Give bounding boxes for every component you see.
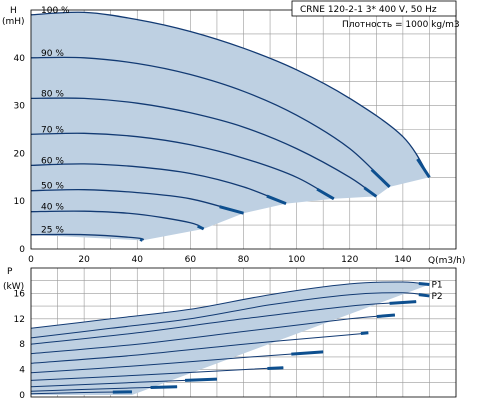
x-tick-label: 60 <box>185 255 197 265</box>
head-curves: 100 % 90 % 80 % 70 % 60 % 50 % 40 % 25 % <box>30 6 431 242</box>
x-tick-label: 120 <box>341 255 358 265</box>
head-curve-60 <box>30 163 287 205</box>
power-curve-p2 <box>30 292 430 339</box>
y-tick-label: 0 <box>19 391 25 400</box>
power-y-axis-unit: (kW) <box>3 282 24 292</box>
flow-x-axis-label: Q(m3/h) <box>428 256 465 266</box>
power-curve-end-marker <box>150 385 178 390</box>
speed-label-50: 50 % <box>41 182 64 192</box>
head-chart: 100 % 90 % 80 % 70 % 60 % 50 % 40 % 25 % 0 20 40 6… <box>2 0 465 266</box>
y-tick-label: 30 <box>14 102 26 112</box>
power-curve <box>30 301 417 345</box>
power-curve <box>30 332 369 364</box>
power-chart-frame <box>30 267 457 398</box>
head-chart-frame <box>30 9 457 250</box>
title-box <box>291 0 457 17</box>
speed-label-60: 60 % <box>41 156 64 166</box>
power-curve <box>30 314 395 355</box>
head-y-axis-label: H <box>10 6 17 16</box>
head-y-axis-unit: (mH) <box>2 17 25 27</box>
y-tick-label: 4 <box>19 366 25 376</box>
power-curve <box>30 351 324 374</box>
y-tick-label: 8 <box>19 340 25 350</box>
head-curve-40 <box>30 210 205 230</box>
x-tick-label: 20 <box>78 255 90 265</box>
power-curve-end-marker <box>291 350 324 356</box>
head-curve-80 <box>30 97 377 197</box>
y-tick-label: 0 <box>19 245 25 255</box>
power-curve-end-marker <box>360 331 369 336</box>
y-tick-label: 16 <box>14 289 26 299</box>
head-curve-70 <box>30 132 335 200</box>
power-curve-end-marker <box>185 377 217 382</box>
density-label: Плотность = 1000 kg/m3 <box>342 20 460 30</box>
speed-label-80: 80 % <box>41 89 64 99</box>
head-curve-end-marker <box>370 168 391 188</box>
y-tick-label: 10 <box>14 197 26 207</box>
power-series-label-p2: P2 <box>431 292 442 302</box>
head-curve-50 <box>30 188 244 214</box>
head-curve-end-marker <box>363 186 378 198</box>
head-curve-end-marker <box>139 237 144 242</box>
head-curve-90 <box>30 56 391 188</box>
power-series-label-p1: P1 <box>431 281 442 291</box>
x-tick-label: 100 <box>288 255 305 265</box>
head-curve-end-marker <box>219 205 244 215</box>
head-curve-end-marker <box>416 158 431 179</box>
power-curve <box>30 367 284 381</box>
y-tick-label: 20 <box>14 149 26 159</box>
speed-label-25: 25 % <box>41 226 64 236</box>
power-curve-end-marker <box>267 366 284 370</box>
head-curve-25 <box>30 233 144 242</box>
y-tick-label: 12 <box>14 315 25 325</box>
head-curve-end-marker <box>316 187 335 201</box>
x-tick-label: 40 <box>132 255 144 265</box>
power-curve-end-marker <box>418 293 430 298</box>
speed-label-70: 70 % <box>41 125 64 135</box>
power-y-axis-label: P <box>7 267 13 277</box>
x-tick-label: 0 <box>28 255 34 265</box>
speed-label-100: 100 % <box>41 6 70 16</box>
head-curve-100 <box>30 11 430 178</box>
head-axis-ticks: 0 20 40 60 80 100 120 140 0 10 20 30 40 <box>14 54 412 265</box>
chart-title: CRNE 120-2-1 3* 400 V, 50 Hz <box>300 5 437 15</box>
x-tick-label: 140 <box>394 255 411 265</box>
power-curve-p1 <box>30 281 430 329</box>
x-tick-label: 80 <box>238 255 250 265</box>
power-curve-end-marker <box>389 300 417 305</box>
speed-label-90: 90 % <box>41 49 64 59</box>
power-curve-end-marker <box>418 282 430 287</box>
head-curve-end-marker <box>197 224 205 231</box>
head-operating-area <box>31 12 430 241</box>
power-axis-ticks: 0 4 8 12 16 <box>14 289 26 400</box>
speed-label-40: 40 % <box>41 203 64 213</box>
y-tick-label: 40 <box>14 54 26 64</box>
power-curve-end-marker <box>376 313 396 319</box>
head-curve-end-marker <box>266 194 287 205</box>
